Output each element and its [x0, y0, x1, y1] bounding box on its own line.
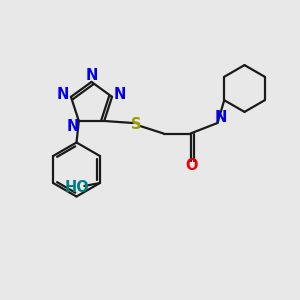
Text: N: N: [114, 87, 126, 102]
Text: N: N: [66, 119, 79, 134]
Text: N: N: [215, 110, 227, 125]
Text: N: N: [85, 68, 98, 83]
Text: N: N: [57, 87, 69, 102]
Text: O: O: [186, 158, 198, 173]
Text: HO: HO: [65, 180, 90, 195]
Text: S: S: [131, 117, 142, 132]
